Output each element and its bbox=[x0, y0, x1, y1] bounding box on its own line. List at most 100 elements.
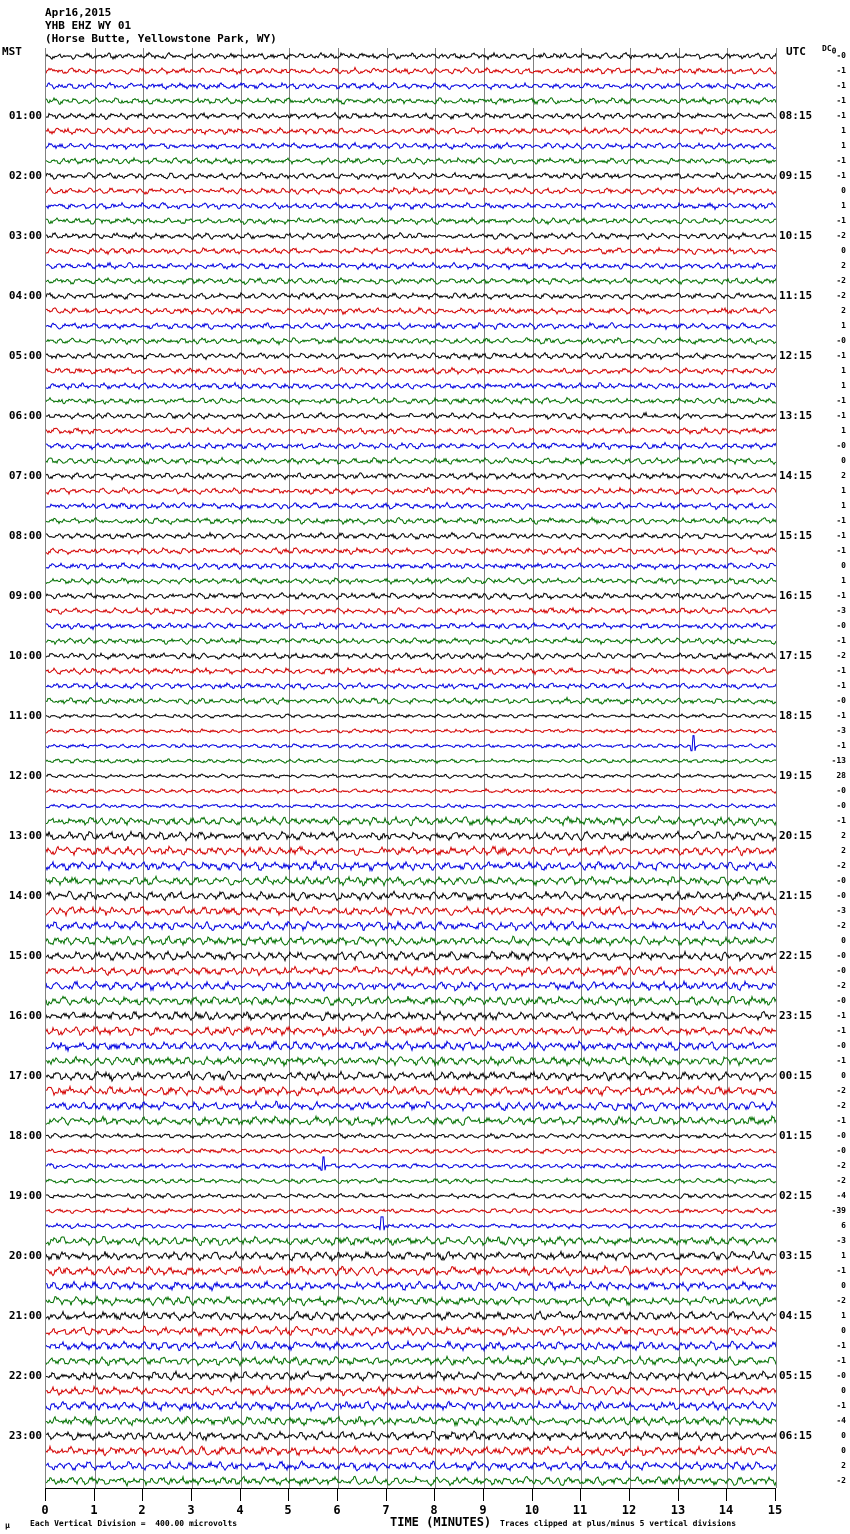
utc-hour-label: 10:15 bbox=[779, 228, 813, 242]
chart-header: Apr16,2015 YHB EHZ WY 01 (Horse Butte, Y… bbox=[45, 6, 277, 45]
dc-offset-value: -2 bbox=[836, 1100, 846, 1110]
dc-offset-value: 1 bbox=[841, 575, 846, 585]
mst-hour-label: 05:00 bbox=[8, 348, 42, 362]
seismogram-trace bbox=[46, 1408, 776, 1434]
header-location: (Horse Butte, Yellowstone Park, WY) bbox=[45, 32, 277, 45]
header-station: YHB EHZ WY 01 bbox=[45, 19, 132, 32]
x-axis-tick-label: 1 bbox=[90, 1503, 98, 1517]
seismogram-trace bbox=[46, 958, 776, 984]
dc-offset-value: 1 bbox=[841, 425, 846, 435]
dc-offset-value: -1 bbox=[836, 1010, 846, 1020]
seismogram-trace bbox=[46, 1018, 776, 1044]
utc-hour-label: 16:15 bbox=[779, 588, 813, 602]
dc-offset-value: -1 bbox=[836, 530, 846, 540]
dc-offset-value: 0 bbox=[841, 1385, 846, 1395]
mst-hour-label: 01:00 bbox=[8, 108, 42, 122]
seismogram-trace bbox=[46, 928, 776, 954]
utc-hour-label: 03:15 bbox=[779, 1248, 813, 1262]
seismogram-trace bbox=[46, 373, 776, 399]
axis-tick-major bbox=[483, 1488, 484, 1501]
x-axis-tick-label: 15 bbox=[767, 1503, 783, 1517]
utc-hour-label: 20:15 bbox=[779, 828, 813, 842]
dc-offset-value: -1 bbox=[836, 680, 846, 690]
dc-offset-value: -0 bbox=[836, 1370, 846, 1380]
dc-offset-value: 0 bbox=[841, 245, 846, 255]
right-axis-label: UTC bbox=[786, 45, 806, 58]
dc-offset-value: 1 bbox=[841, 200, 846, 210]
axis-tick-major bbox=[386, 1488, 387, 1501]
dc-offset-value: 0 bbox=[841, 560, 846, 570]
dc-offset-value: -3 bbox=[836, 725, 846, 735]
dc-offset-value: 1 bbox=[841, 500, 846, 510]
utc-hour-label: 08:15 bbox=[779, 108, 813, 122]
dc-offset-value: -1 bbox=[836, 815, 846, 825]
dc-offset-value: -1 bbox=[836, 1025, 846, 1035]
seismogram-trace bbox=[46, 163, 776, 189]
x-axis-tick-label: 6 bbox=[333, 1503, 341, 1517]
mst-hour-label: 11:00 bbox=[8, 708, 42, 722]
dc-offset-value: 28 bbox=[836, 770, 846, 780]
axis-tick-major bbox=[94, 1488, 95, 1501]
dc-offset-value: -1 bbox=[836, 1340, 846, 1350]
mst-hour-label: 08:00 bbox=[8, 528, 42, 542]
mst-hour-label: 20:00 bbox=[8, 1248, 42, 1262]
seismogram-plot-area bbox=[45, 48, 777, 1488]
seismogram-trace bbox=[46, 868, 776, 894]
utc-hour-label: 15:15 bbox=[779, 528, 813, 542]
seismogram-trace bbox=[46, 1438, 776, 1464]
seismogram-trace bbox=[46, 1258, 776, 1284]
dc-offset-value: 2 bbox=[841, 830, 846, 840]
seismogram-trace bbox=[46, 658, 776, 684]
dc-offset-value: -1 bbox=[836, 635, 846, 645]
dc-offset-value: 2 bbox=[841, 305, 846, 315]
dc-offset-value: 1 bbox=[841, 365, 846, 375]
axis-tick-major bbox=[45, 1488, 46, 1501]
seismogram-trace bbox=[46, 778, 776, 804]
dc-offset-value: 1 bbox=[841, 1310, 846, 1320]
grid-line-minute-3 bbox=[192, 48, 193, 1488]
axis-tick-major bbox=[191, 1488, 192, 1501]
dc-offset-value: 0 bbox=[841, 1325, 846, 1335]
dc-offset-value: -2 bbox=[836, 1160, 846, 1170]
axis-tick-major bbox=[678, 1488, 679, 1501]
scale-note: Each Vertical Division = 400.00 microvol… bbox=[30, 1519, 238, 1528]
seismogram-trace bbox=[46, 1378, 776, 1404]
dc-offset-value: -0 bbox=[836, 800, 846, 810]
dc-offset-value: -2 bbox=[836, 920, 846, 930]
dc-offset-value: -2 bbox=[836, 275, 846, 285]
dc-offset-value: -0 bbox=[836, 335, 846, 345]
axis-tick-major bbox=[142, 1488, 143, 1501]
utc-hour-label: 19:15 bbox=[779, 768, 813, 782]
dc-offset-value: 2 bbox=[841, 1460, 846, 1470]
seismogram-trace bbox=[46, 823, 776, 849]
mst-hour-label: 14:00 bbox=[8, 888, 42, 902]
seismogram-trace bbox=[46, 58, 776, 84]
seismogram-trace bbox=[46, 1423, 776, 1449]
dc-offset-value: 1 bbox=[841, 485, 846, 495]
dc-offset-value: -2 bbox=[836, 1475, 846, 1485]
dc-offset-value: -1 bbox=[836, 515, 846, 525]
grid-line-minute-11 bbox=[581, 48, 582, 1488]
seismogram-trace bbox=[46, 973, 776, 999]
dc-offset-column-label: DC0 bbox=[822, 44, 837, 56]
seismogram-trace bbox=[46, 268, 776, 294]
mst-hour-label: 13:00 bbox=[8, 828, 42, 842]
seismogram-trace bbox=[46, 433, 776, 459]
dc-offset-value: -2 bbox=[836, 1085, 846, 1095]
x-axis-tick-label: 10 bbox=[524, 1503, 540, 1517]
seismogram-trace bbox=[46, 208, 776, 234]
seismogram-trace bbox=[46, 1363, 776, 1389]
seismogram-trace bbox=[46, 178, 776, 204]
axis-tick-major bbox=[775, 1488, 776, 1501]
axis-tick-major bbox=[580, 1488, 581, 1501]
dc-offset-value: 1 bbox=[841, 380, 846, 390]
grid-line-minute-12 bbox=[630, 48, 631, 1488]
seismogram-trace bbox=[46, 133, 776, 159]
axis-tick-major bbox=[532, 1488, 533, 1501]
grid-line-minute-7 bbox=[387, 48, 388, 1488]
utc-hour-label: 01:15 bbox=[779, 1128, 813, 1142]
dc-offset-value: -1 bbox=[836, 350, 846, 360]
seismogram-trace bbox=[46, 1123, 776, 1149]
x-axis-tick-label: 5 bbox=[284, 1503, 292, 1517]
axis-tick-major bbox=[629, 1488, 630, 1501]
